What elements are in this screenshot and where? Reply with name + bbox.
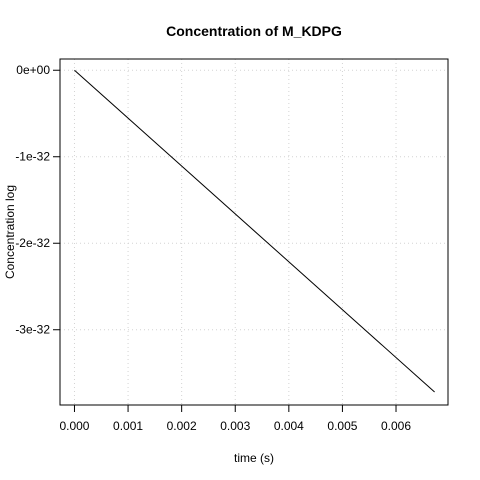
x-axis: 0.000 0.001 0.002 0.003 0.004 0.005 0.006	[59, 405, 411, 433]
x-tick-label: 0.006	[381, 419, 411, 433]
grid	[60, 59, 448, 405]
series-layer	[74, 69, 435, 393]
x-tick-label: 0.002	[167, 419, 197, 433]
x-axis-label: time (s)	[234, 451, 274, 465]
y-tick-label: 0e+00	[16, 63, 50, 77]
y-axis: 0e+00 -1e-32 -2e-32 -3e-32	[15, 63, 60, 337]
y-tick-label: -2e-32	[15, 236, 50, 250]
y-axis-label: Concentration log	[3, 185, 17, 279]
y-tick-label: -1e-32	[15, 150, 50, 164]
chart-title: Concentration of M_KDPG	[166, 23, 342, 39]
x-tick-label: 0.000	[59, 419, 89, 433]
x-tick-label: 0.001	[113, 419, 143, 433]
x-tick-label: 0.003	[220, 419, 250, 433]
x-tick-label: 0.005	[327, 419, 357, 433]
y-tick-label: -3e-32	[15, 323, 50, 337]
plot-frame	[59, 58, 449, 406]
series-line	[74, 69, 435, 393]
x-tick-label: 0.004	[274, 419, 304, 433]
